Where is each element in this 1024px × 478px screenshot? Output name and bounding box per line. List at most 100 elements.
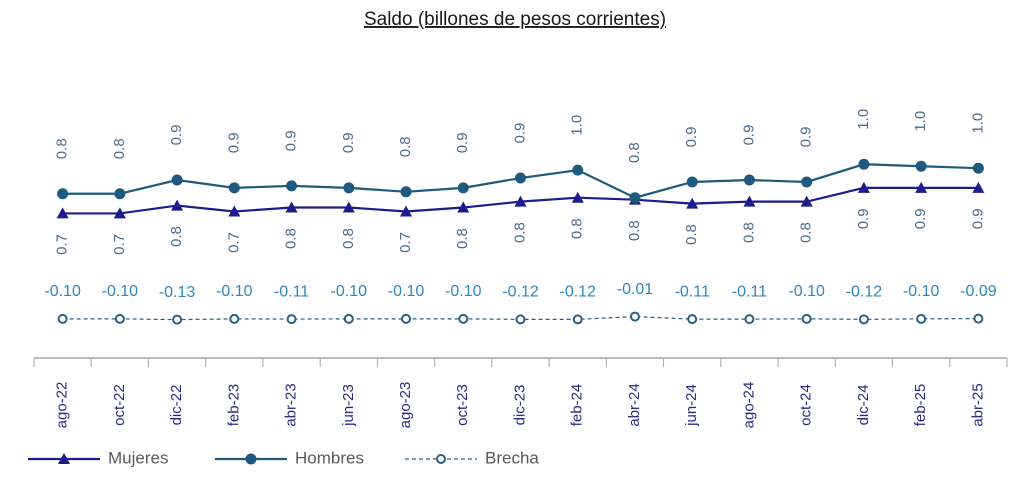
marker-triangle — [857, 181, 870, 193]
x-tick-label: ago-23 — [397, 382, 414, 429]
marker-triangle — [342, 201, 355, 213]
data-label: 0.9 — [740, 125, 757, 146]
x-tick-label: feb-24 — [569, 384, 586, 427]
data-label: -0.10 — [331, 283, 368, 300]
x-tick-label: ago-24 — [740, 382, 757, 429]
data-label: 0.8 — [626, 220, 643, 241]
marker-circle — [515, 172, 526, 184]
marker-open-circle — [114, 313, 125, 324]
marker-circle — [343, 182, 355, 194]
marker-circle — [629, 192, 641, 204]
marker-triangle — [972, 181, 985, 193]
data-label: 0.7 — [397, 232, 414, 253]
data-label: 1.0 — [569, 115, 586, 136]
marker-circle — [457, 182, 469, 194]
marker-triangle — [514, 195, 527, 207]
marker-open-circle — [744, 314, 755, 325]
legend-marker — [245, 453, 257, 465]
data-label: -0.12 — [846, 284, 883, 301]
data-label: 0.9 — [283, 130, 300, 151]
x-tick-label: jun-24 — [683, 384, 700, 427]
data-label: 0.8 — [740, 222, 757, 243]
data-label: 0.8 — [54, 138, 71, 159]
marker-circle — [801, 176, 813, 188]
data-label: -0.10 — [903, 283, 940, 300]
x-tick-label: abr-24 — [626, 383, 643, 426]
marker-open-circle — [629, 311, 640, 322]
marker-circle — [228, 182, 240, 194]
data-label: 1.0 — [912, 111, 929, 132]
data-label: 0.8 — [511, 222, 528, 243]
data-label: -0.10 — [445, 283, 482, 300]
marker-triangle — [113, 207, 126, 219]
data-label: 0.9 — [225, 132, 242, 153]
data-label: -0.12 — [560, 284, 597, 301]
data-label: -0.10 — [44, 283, 81, 300]
marker-circle — [686, 176, 698, 188]
marker-open-circle — [801, 313, 812, 324]
data-label: 1.0 — [969, 113, 986, 134]
marker-triangle — [800, 195, 813, 207]
data-label: -0.11 — [274, 283, 309, 300]
marker-triangle — [285, 201, 298, 213]
data-label: -0.10 — [102, 283, 139, 300]
marker-circle — [114, 188, 126, 200]
marker-circle — [286, 180, 298, 192]
data-label: 0.9 — [511, 123, 528, 144]
marker-triangle — [400, 205, 413, 217]
data-label: -0.09 — [960, 283, 997, 300]
marker-circle — [57, 188, 69, 200]
data-label: -0.10 — [216, 283, 253, 300]
marker-circle — [572, 164, 584, 176]
data-label: -0.13 — [159, 284, 196, 301]
data-label: 0.8 — [283, 228, 300, 249]
x-tick-label: dic-23 — [511, 385, 528, 426]
data-label: -0.11 — [732, 283, 767, 300]
marker-open-circle — [458, 313, 469, 324]
marker-open-circle — [57, 313, 68, 324]
legend-label: Brecha — [485, 448, 539, 467]
data-label: 0.9 — [912, 208, 929, 229]
legend-label: Mujeres — [108, 448, 168, 467]
data-label: 0.9 — [168, 125, 185, 146]
marker-open-circle — [916, 313, 927, 324]
marker-circle — [972, 162, 984, 174]
data-label: 0.8 — [798, 222, 815, 243]
data-label: 0.9 — [340, 132, 357, 153]
data-label: -0.12 — [502, 284, 539, 301]
marker-circle — [915, 160, 927, 172]
data-label: 0.8 — [454, 228, 471, 249]
marker-triangle — [915, 181, 928, 193]
data-label: 0.9 — [798, 127, 815, 148]
marker-triangle — [56, 207, 69, 219]
data-label: 0.8 — [397, 136, 414, 157]
marker-circle — [858, 158, 870, 170]
data-label: -0.01 — [617, 281, 654, 298]
data-label: 0.7 — [54, 234, 71, 255]
marker-open-circle — [401, 313, 412, 324]
marker-triangle — [171, 199, 184, 211]
data-label: 0.8 — [626, 142, 643, 163]
x-tick-label: oct-22 — [111, 384, 128, 426]
marker-open-circle — [858, 314, 869, 325]
x-tick-label: abr-25 — [969, 383, 986, 426]
marker-open-circle — [229, 313, 240, 324]
x-tick-label: dic-22 — [168, 385, 185, 426]
marker-triangle — [228, 205, 241, 217]
data-label: 1.0 — [855, 109, 872, 130]
marker-triangle — [457, 201, 470, 213]
legend-label: Hombres — [295, 448, 364, 467]
marker-open-circle — [515, 314, 526, 325]
data-label: -0.10 — [388, 283, 425, 300]
marker-open-circle — [343, 313, 354, 324]
marker-triangle — [686, 197, 699, 209]
x-tick-label: ago-22 — [54, 382, 71, 429]
data-label: 0.8 — [340, 228, 357, 249]
x-tick-label: feb-25 — [912, 384, 929, 427]
marker-circle — [171, 174, 183, 186]
data-label: 0.8 — [111, 138, 128, 159]
data-label: 0.9 — [855, 208, 872, 229]
marker-open-circle — [687, 314, 698, 325]
data-label: 0.7 — [225, 232, 242, 253]
